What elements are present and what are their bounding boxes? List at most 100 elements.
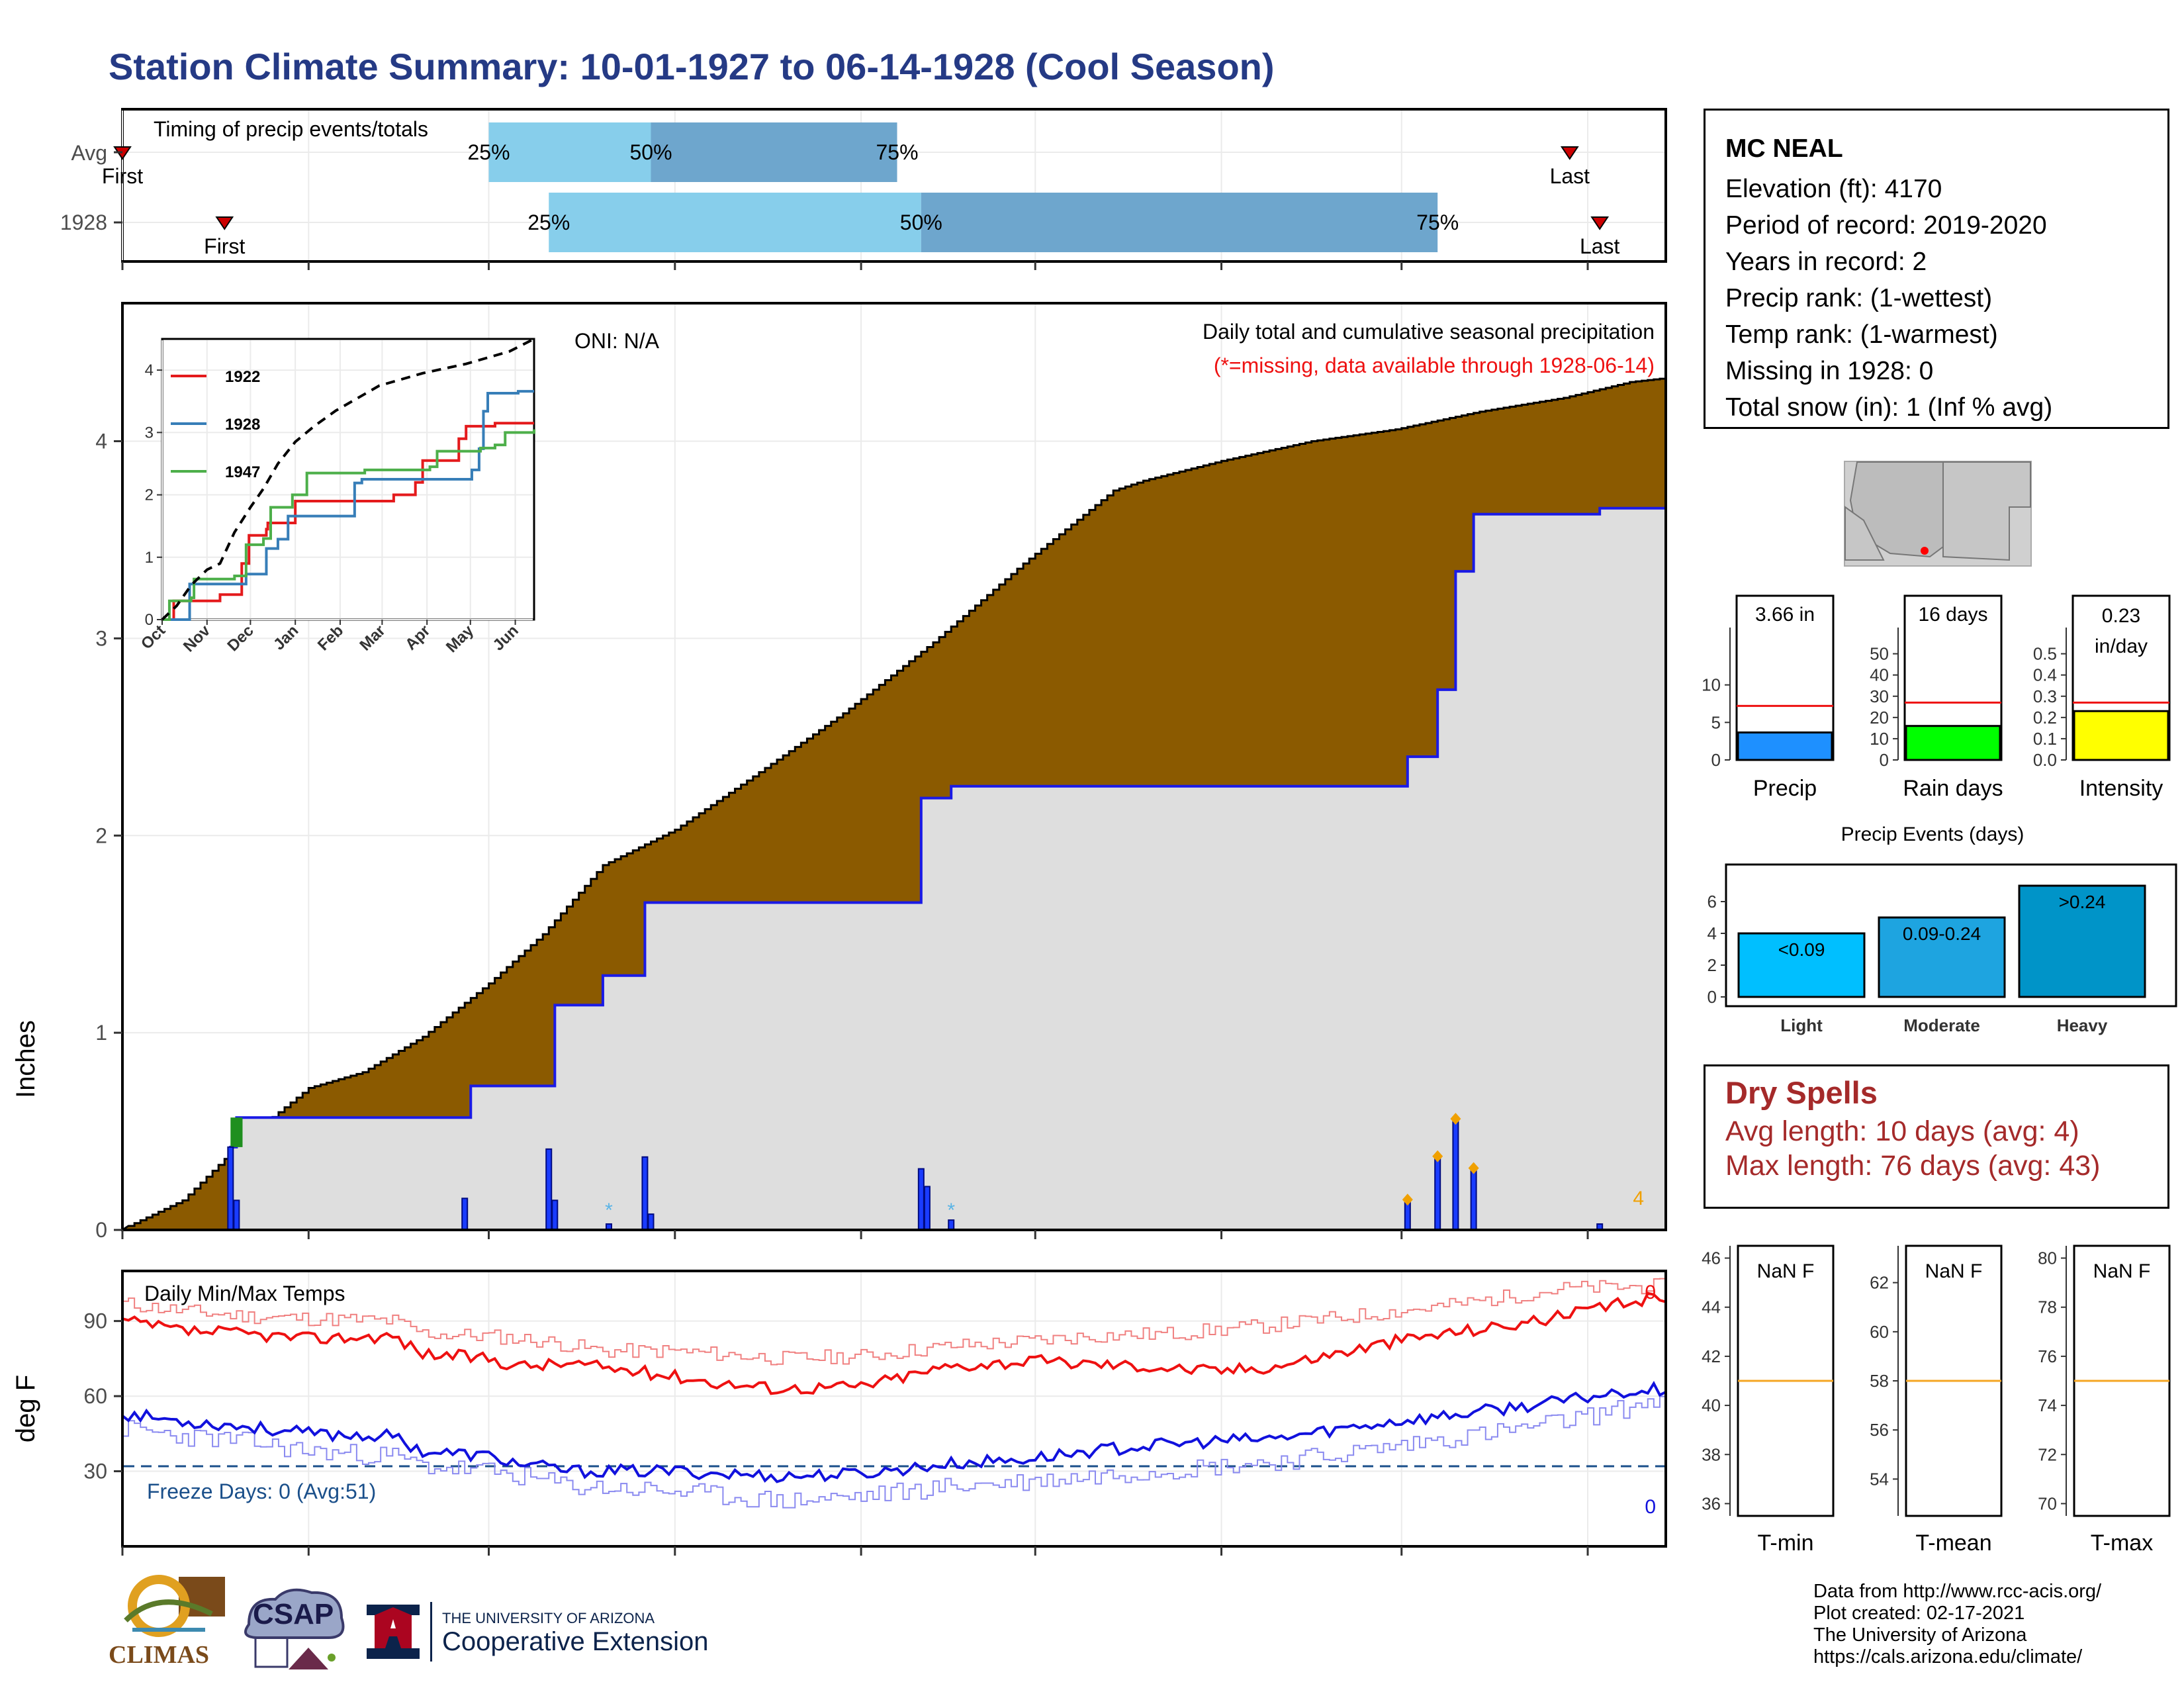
missing-count: 4 — [1633, 1188, 1644, 1209]
timing-bar-q25-q50 — [488, 122, 651, 182]
timing-label-75: 75% — [876, 140, 919, 164]
side-chart-y-tick-label: 0.3 — [2033, 686, 2057, 706]
station-name: MC NEAL — [1725, 134, 1843, 163]
missing-day-marker — [1402, 1194, 1413, 1206]
side-chart-value-label: 3.66 in — [1755, 604, 1815, 626]
side-chart-y-tick-label: 0.1 — [2033, 729, 2057, 749]
events-category-label: Moderate — [1903, 1015, 1980, 1035]
freeze-days-text: Freeze Days: 0 (Avg:51) — [147, 1479, 376, 1503]
temp-summary-y-tick-label: 78 — [2038, 1297, 2057, 1317]
precip-daily-bars: * * — [227, 1113, 1604, 1231]
temperature-summary-charts: 36 38 40 42 44 46 NaN F T-min 54 56 58 60 62 NaN F T-m… — [1702, 1244, 2171, 1556]
daily-precip-bar — [1470, 1170, 1477, 1231]
temp-title: Daily Min/Max Temps — [144, 1282, 345, 1305]
side-chart-y-tick-label: 0.2 — [2033, 708, 2057, 727]
inset-legend-label: 1947 — [225, 463, 260, 481]
dry-spells-title: Dry Spells — [1725, 1075, 1878, 1110]
station-snow: Total snow (in): 1 (Inf % avg) — [1725, 393, 2053, 422]
credit-line-org: The University of Arizona — [1813, 1624, 2027, 1646]
temp-summary-y-tick-label: 54 — [1870, 1469, 1889, 1489]
precip-areas — [118, 377, 1667, 1231]
events-bar — [1737, 932, 1866, 998]
side-chart-label: Rain days — [1903, 776, 2003, 801]
events-bar-label: <0.09 — [1778, 939, 1825, 960]
timing-title: Timing of precip events/totals — [154, 117, 428, 141]
side-chart-y-tick-label: 0 — [1880, 750, 1889, 770]
temp-summary-y-tick-label: 62 — [1870, 1273, 1889, 1293]
inset-series-1922 — [162, 422, 534, 621]
side-chart-y-tick-label: 0.5 — [2033, 644, 2057, 664]
precip-y-label: Inches — [11, 1020, 40, 1098]
daily-precip-bar — [461, 1197, 469, 1231]
temp-summary-y-tick-label: 70 — [2038, 1493, 2057, 1513]
temp-summary-y-tick-label: 72 — [2038, 1444, 2057, 1464]
temp-summary-label: T-mean — [1915, 1530, 1991, 1556]
season-cumulative-line — [122, 506, 1666, 1231]
missing-day-marker — [1450, 1113, 1461, 1125]
inset-y-tick-label: 0 — [145, 611, 154, 629]
inset-series-1928 — [162, 390, 534, 621]
side-chart-y-tick-label: 0 — [1711, 750, 1721, 770]
credits: Data from http://www.rcc-acis.org/ Plot … — [1813, 1581, 2101, 1668]
events-y-tick-label: 0 — [1707, 987, 1717, 1007]
temp-summary-y-tick-label: 58 — [1870, 1371, 1889, 1391]
side-chart-label: Intensity — [2079, 776, 2163, 801]
station-info-box: MC NEAL Elevation (ft): 4170 Period of r… — [1704, 109, 2169, 429]
temp-x-tick-label: Feb — [843, 1559, 880, 1562]
daily-precip-bar — [917, 1168, 925, 1231]
oni-label: ONI: N/A — [574, 329, 660, 353]
side-chart-bar — [2073, 710, 2169, 761]
map-new-mexico — [1942, 461, 2031, 561]
temp-summary-y-tick-label: 38 — [1702, 1444, 1721, 1464]
inset-series-1947 — [162, 429, 535, 621]
climas-logo-mark — [124, 1575, 225, 1637]
inset-y-tick-label: 3 — [145, 424, 154, 442]
temp-y-tick-label: 90 — [83, 1309, 107, 1333]
ua-logo-mark — [367, 1605, 420, 1659]
events-title: Precip Events (days) — [1841, 823, 2025, 845]
snow-marker: * — [605, 1199, 613, 1221]
daily-precip-bar — [1434, 1158, 1441, 1231]
inset-y-tick-label: 2 — [145, 487, 154, 504]
side-chart-y-tick-label: 20 — [1870, 708, 1889, 727]
temp-chart: 30 60 90 Oct Nov Dec Jan Feb Mar Apr May Jun deg F… — [11, 1270, 1667, 1562]
timing-label-50: 50% — [900, 211, 942, 234]
ua-logo-big-text: Cooperative Extension — [442, 1627, 709, 1656]
side-chart-y-tick-label: 30 — [1870, 686, 1889, 706]
side-chart-value-label: 16 days — [1918, 604, 1987, 626]
csap-logo-mark — [244, 1588, 345, 1669]
daily-precip-bar — [551, 1199, 559, 1231]
csap-logo: CSAP — [236, 1585, 355, 1684]
climas-logo: CLIMAS — [106, 1574, 232, 1673]
max-temp-count: 0 — [1645, 1282, 1656, 1303]
side-chart-y-tick-label: 10 — [1702, 675, 1721, 695]
temp-summary-y-tick-label: 46 — [1702, 1248, 1721, 1268]
dry-spells-box: Dry Spells Avg length: 10 days (avg: 4) … — [1704, 1064, 2169, 1209]
map-california — [1844, 506, 1885, 561]
temp-x-axis: Oct Nov Dec Jan Feb Mar Apr May Jun — [106, 1546, 1605, 1562]
events-bar — [1878, 916, 2006, 998]
timing-bar-q50-q75 — [921, 193, 1438, 252]
temp-x-tick-label: Mar — [1017, 1559, 1054, 1562]
daily-precip-bar — [923, 1186, 931, 1231]
timing-label-first: First — [204, 234, 245, 258]
timing-label-25: 25% — [527, 211, 570, 234]
timing-bar-q50-q75 — [651, 122, 897, 182]
daily-precip-bar — [1452, 1121, 1459, 1231]
temp-plot-bg — [122, 1271, 1666, 1546]
temp-plot-frame — [121, 1270, 1667, 1548]
station-period: Period of record: 2019-2020 — [1725, 211, 2047, 240]
precip-y-tick-label: 3 — [95, 626, 107, 650]
inset-legend: 1922 1928 1947 — [171, 368, 260, 481]
temp-y-tick-label: 30 — [83, 1460, 107, 1483]
events-y-tick-label: 6 — [1707, 892, 1717, 912]
temp-summary-y-tick-label: 60 — [1870, 1322, 1889, 1342]
timing-row-label-1928: 1928 — [60, 211, 107, 234]
temp-summary-y-tick-label: 74 — [2038, 1395, 2057, 1415]
timing-label-75: 75% — [1416, 211, 1459, 234]
temp-x-tick-label: Jun — [1570, 1559, 1605, 1562]
timing-bars: 25% 50% 75% First Last 25% 50% 75% First Last — [102, 122, 1620, 258]
inset-frame — [161, 338, 535, 621]
